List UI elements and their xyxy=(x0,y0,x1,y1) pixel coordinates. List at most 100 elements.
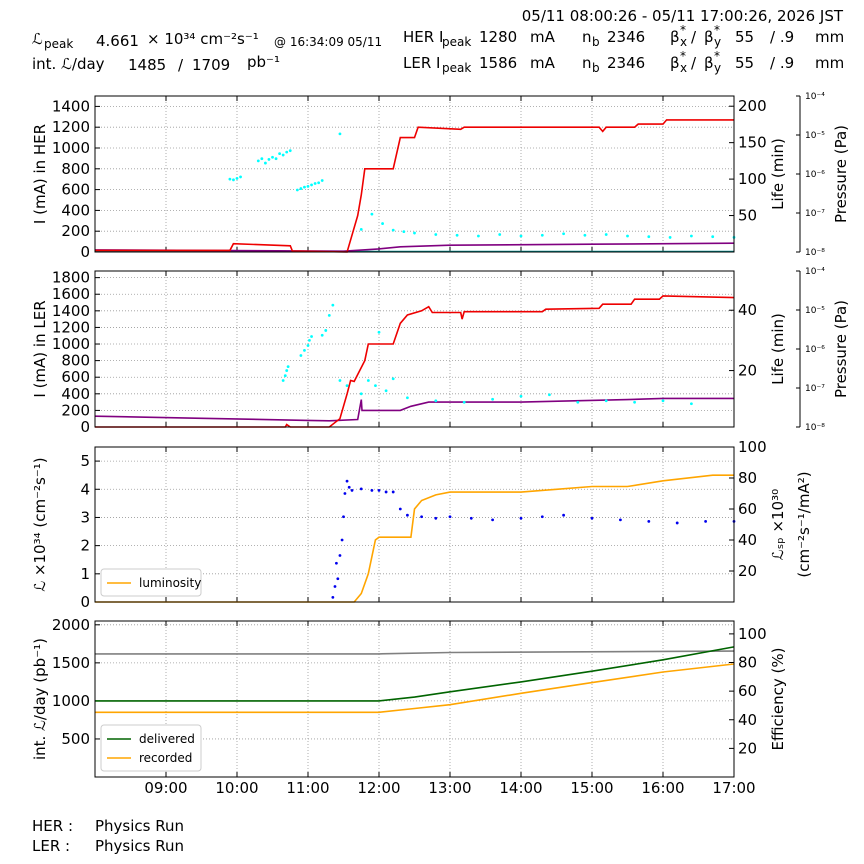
data-point xyxy=(469,516,473,520)
ring-unit: mA xyxy=(530,28,556,46)
data-point xyxy=(519,394,523,398)
y-tick-label: 5 xyxy=(80,452,90,470)
y3-tick-label: 10⁻⁵ xyxy=(805,306,825,316)
data-point xyxy=(327,313,331,317)
ring-current: 1586 xyxy=(479,54,517,72)
data-point xyxy=(491,397,494,401)
beta-star: * xyxy=(714,23,720,37)
footer-mode: Physics Run xyxy=(95,837,184,855)
lum-peak-time: @ 16:34:09 05/11 xyxy=(274,35,382,49)
data-point xyxy=(271,155,274,159)
y-axis-label: ℒ ×10³⁴ (cm⁻²s⁻¹) xyxy=(31,457,49,591)
beta-x: x xyxy=(680,61,687,75)
data-point xyxy=(519,234,523,238)
y-tick-label: 1200 xyxy=(52,118,90,136)
int-lum-recorded: 1485 xyxy=(128,56,166,74)
y2-tick-label: 80 xyxy=(738,469,757,487)
y3-axis-label: Pressure (Pa) xyxy=(832,300,850,398)
data-point xyxy=(306,344,310,347)
data-line xyxy=(95,119,734,253)
footer-ring: LER : xyxy=(32,837,70,855)
y2-tick-label: 50 xyxy=(738,207,757,225)
legend-box xyxy=(100,724,202,772)
data-point xyxy=(690,234,693,238)
beta-y-value: / .9 xyxy=(770,54,794,72)
data-point xyxy=(391,377,395,381)
data-point xyxy=(274,157,278,161)
data-point xyxy=(317,181,321,185)
data-point xyxy=(338,379,342,382)
y2-tick-label: 40 xyxy=(738,711,757,729)
ring-label-sub: peak xyxy=(442,61,471,75)
lum-sub: peak xyxy=(44,37,73,51)
y2-tick-label: 60 xyxy=(738,682,757,700)
data-point xyxy=(668,236,672,239)
y-tick-label: 0 xyxy=(80,593,90,611)
beta-y: y xyxy=(714,61,721,75)
y3-tick-label: 10⁻⁵ xyxy=(805,131,825,141)
data-point xyxy=(406,513,409,517)
y3-tick-label: 10⁻⁴ xyxy=(805,267,825,277)
data-point xyxy=(374,384,377,388)
y3-tick-label: 10⁻⁶ xyxy=(805,170,825,180)
data-point xyxy=(434,399,438,403)
y2-tick-label: 100 xyxy=(738,438,767,456)
y-tick-label: 2000 xyxy=(52,616,90,634)
data-point xyxy=(647,520,651,523)
data-point xyxy=(370,212,374,216)
data-point xyxy=(359,392,363,396)
x-tick-label: 12:00 xyxy=(357,779,400,797)
data-point xyxy=(398,507,402,511)
legend-label: luminosity xyxy=(139,576,201,590)
data-point xyxy=(285,369,289,372)
data-point xyxy=(391,490,395,494)
y-tick-label: 2 xyxy=(80,537,90,555)
data-point xyxy=(540,233,544,237)
data-point xyxy=(413,231,416,235)
y-tick-label: 600 xyxy=(61,181,90,199)
data-point xyxy=(285,150,289,154)
panel: 09:00 10:00 11:00 12:00 13:00 14:00 15:00 16:00… xyxy=(31,616,787,797)
data-point xyxy=(519,516,523,520)
nb-value: 2346 xyxy=(607,28,645,46)
data-point xyxy=(548,393,551,397)
plot-frame xyxy=(94,270,735,428)
data-point xyxy=(336,577,340,581)
data-point xyxy=(647,235,651,239)
x-tick-label: 16:00 xyxy=(641,779,684,797)
y-tick-label: 1500 xyxy=(52,654,90,672)
data-point xyxy=(260,157,264,161)
y2-tick-label: 60 xyxy=(738,500,757,518)
beta-star: * xyxy=(680,23,686,37)
data-point xyxy=(576,400,580,404)
y-tick-label: 1800 xyxy=(52,269,90,287)
data-point xyxy=(562,232,565,236)
data-point xyxy=(381,222,384,225)
data-point xyxy=(661,399,665,403)
legend-label: delivered xyxy=(139,732,195,746)
data-point xyxy=(391,228,395,232)
data-point xyxy=(477,234,480,238)
data-point xyxy=(313,182,317,185)
y-tick-label: 800 xyxy=(61,352,90,370)
legend-label: recorded xyxy=(139,751,192,765)
plot-frame xyxy=(94,620,735,778)
data-point xyxy=(455,233,459,237)
y-tick-label: 1400 xyxy=(52,97,90,115)
beta-symbol: β xyxy=(704,28,714,46)
y-tick-label: 1200 xyxy=(52,318,90,336)
y2-axis-label: Efficiency (%) xyxy=(769,648,787,751)
data-point xyxy=(711,235,715,239)
beta-symbol: β xyxy=(670,54,680,72)
data-point xyxy=(434,516,438,520)
data-point xyxy=(235,176,239,180)
data-point xyxy=(228,177,232,181)
data-point xyxy=(343,492,347,495)
data-point xyxy=(434,233,438,236)
data-point xyxy=(619,518,622,522)
data-line xyxy=(94,397,734,422)
nb-symbol: n xyxy=(582,54,592,72)
lum-peak-value: 4.661 xyxy=(96,32,139,50)
data-point xyxy=(347,485,351,489)
